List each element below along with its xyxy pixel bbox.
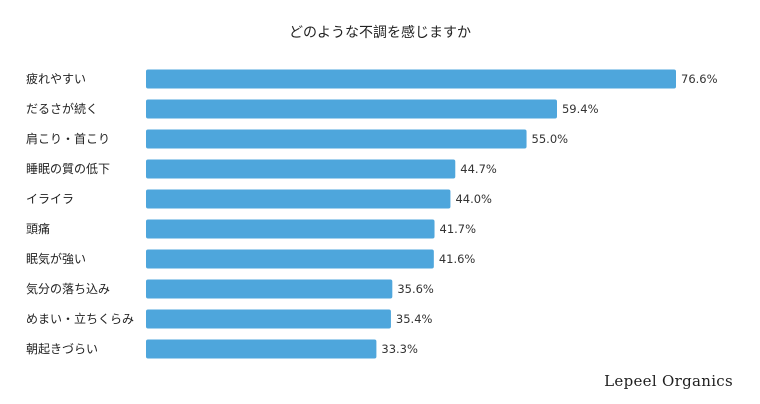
bar [146,129,527,149]
value-label: 44.7% [460,162,497,176]
brand-logo-text: Lepeel Organics [604,372,733,390]
category-label: イライラ [26,192,74,206]
value-label: 44.0% [455,192,492,206]
bars-group: 疲れやすい 76.6% だるさが続く 59.4% 肩こり・首こり 55.0% 睡眠の質の低下… [26,69,718,359]
bar [146,69,676,89]
category-label: 疲れやすい [26,71,86,86]
value-label: 33.3% [381,342,418,356]
value-label: 59.4% [562,102,599,116]
bar [146,339,377,359]
value-label: 41.7% [440,222,477,236]
category-label: だるさが続く [26,101,98,116]
bar [146,99,557,119]
category-label: 頭痛 [26,221,50,236]
category-label: めまい・立ちくらみ [26,311,134,326]
value-label: 55.0% [532,132,569,146]
category-label: 眠気が強い [26,251,86,266]
value-label: 35.4% [396,312,433,326]
bar [146,279,393,299]
category-label: 朝起きづらい [26,342,98,356]
chart-title: どのような不調を感じますか [289,24,471,41]
value-label: 35.6% [397,282,434,296]
bar [146,249,434,269]
category-label: 気分の落ち込み [26,281,110,296]
category-label: 睡眠の質の低下 [26,161,110,176]
bar [146,189,451,209]
bar [146,309,391,329]
bar [146,159,456,179]
category-label: 肩こり・首こり [26,131,110,146]
bar [146,219,435,239]
value-label: 41.6% [439,252,476,266]
value-label: 76.6% [681,72,718,86]
